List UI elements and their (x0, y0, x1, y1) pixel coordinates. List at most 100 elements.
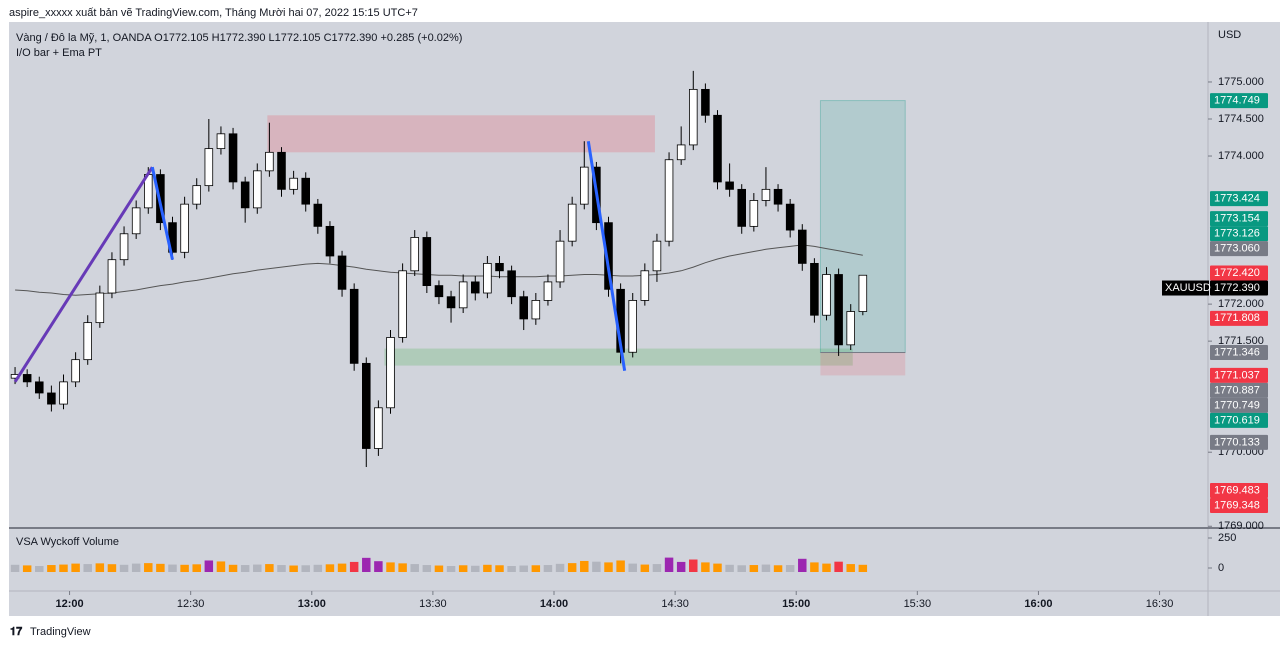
candle-body (846, 311, 855, 346)
candle-body (337, 255, 347, 290)
price-label-box (1210, 497, 1268, 513)
x-tick-label: 15:30 (904, 598, 932, 610)
candle-body (22, 374, 32, 383)
volume-bar (398, 563, 407, 572)
volume-bar (180, 564, 189, 572)
candle-body (628, 300, 637, 353)
trendline (586, 140, 627, 371)
candle-body (180, 203, 189, 253)
candle-body (325, 225, 335, 257)
volume-bar (59, 564, 68, 572)
volume-bar (822, 563, 831, 572)
candle-body (834, 274, 843, 346)
volume-bar (555, 563, 565, 572)
candle-body (543, 281, 553, 301)
volume-bar (168, 564, 177, 572)
candle-body (107, 259, 117, 294)
volume-bar (725, 564, 734, 572)
volume-bar (422, 565, 432, 572)
volume-bar (495, 565, 504, 572)
x-tick-label: 15:00 (782, 598, 810, 610)
volume-bar (47, 565, 56, 572)
candle-body (555, 240, 565, 283)
candle-body (773, 188, 783, 205)
volume-tick-label: 0 (1218, 562, 1224, 574)
volume-bar (458, 565, 468, 572)
price-label: 1771.037 (1214, 369, 1260, 381)
candle-body (301, 177, 310, 205)
footer-text: TradingView (30, 626, 91, 638)
candle-body (446, 296, 456, 309)
volume-bar (604, 562, 613, 572)
volume-bar (216, 561, 226, 572)
price-label: 1770.749 (1214, 399, 1260, 411)
volume-bar (156, 563, 165, 572)
x-tick-label: 14:30 (661, 598, 689, 610)
price-label-box (1210, 412, 1268, 428)
candle-body (253, 170, 262, 209)
volume-bar (107, 564, 117, 572)
price-label-box (1210, 241, 1268, 257)
zone (267, 115, 655, 153)
volume-bar (265, 564, 274, 572)
price-label-box (1210, 382, 1268, 398)
volume-bar (144, 563, 153, 572)
volume-bar (434, 565, 444, 572)
x-tick-label: 12:00 (55, 598, 83, 610)
candle-body (858, 274, 868, 312)
price-label-box (1210, 226, 1268, 242)
candle-body (119, 233, 129, 261)
x-tick-label: 16:00 (1024, 598, 1052, 610)
candle-body (313, 203, 323, 227)
price-label-box (1210, 482, 1268, 498)
volume-bar (676, 561, 686, 572)
volume-bar (277, 565, 286, 572)
x-tick-label: 12:30 (177, 598, 205, 610)
candle-body (519, 296, 528, 320)
volume-bar (446, 566, 456, 572)
candle-body (35, 381, 44, 394)
price-label-box (1210, 211, 1268, 227)
candle-body (277, 151, 286, 190)
candle-body (664, 159, 674, 242)
volume-bar (289, 565, 298, 572)
volume-bar (204, 560, 214, 572)
trendline (13, 166, 154, 383)
candle-body (95, 292, 105, 324)
y-tick-label: 1775.000 (1218, 76, 1264, 88)
price-label-box (1210, 280, 1268, 296)
x-tick-label: 14:00 (540, 598, 568, 610)
price-label-box (1210, 93, 1268, 109)
candle-body (47, 392, 56, 405)
volume-bar (773, 565, 783, 572)
symbol-label: XAUUSD (1165, 282, 1211, 294)
price-label-box (1210, 265, 1268, 281)
y-tick-label: 1769.000 (1218, 520, 1264, 532)
price-label-box (1210, 434, 1268, 450)
price-label-box (1210, 310, 1268, 326)
volume-bar (95, 563, 105, 572)
candle-body (761, 188, 771, 201)
price-label: 1773.126 (1214, 228, 1260, 240)
candle-body (507, 270, 516, 298)
ema-line (15, 244, 863, 296)
volume-bar (10, 564, 20, 572)
price-label: 1769.483 (1214, 484, 1260, 496)
candle-body (822, 274, 831, 316)
candle-body (531, 300, 541, 320)
volume-bar (240, 565, 250, 572)
price-label: 1770.619 (1214, 414, 1260, 426)
volume-bar (83, 564, 92, 572)
x-tick-label: 13:00 (298, 598, 326, 610)
price-label: 1773.424 (1214, 193, 1260, 205)
candle-body (640, 270, 650, 301)
price-label: 1769.348 (1214, 499, 1260, 511)
volume-bar (689, 559, 698, 572)
volume-bar (761, 564, 771, 572)
volume-bar (810, 562, 819, 572)
candle-body (240, 181, 250, 209)
volume-bar (22, 565, 32, 572)
candle-body (604, 222, 613, 290)
candle-body (83, 322, 92, 361)
volume-bar (228, 564, 238, 572)
